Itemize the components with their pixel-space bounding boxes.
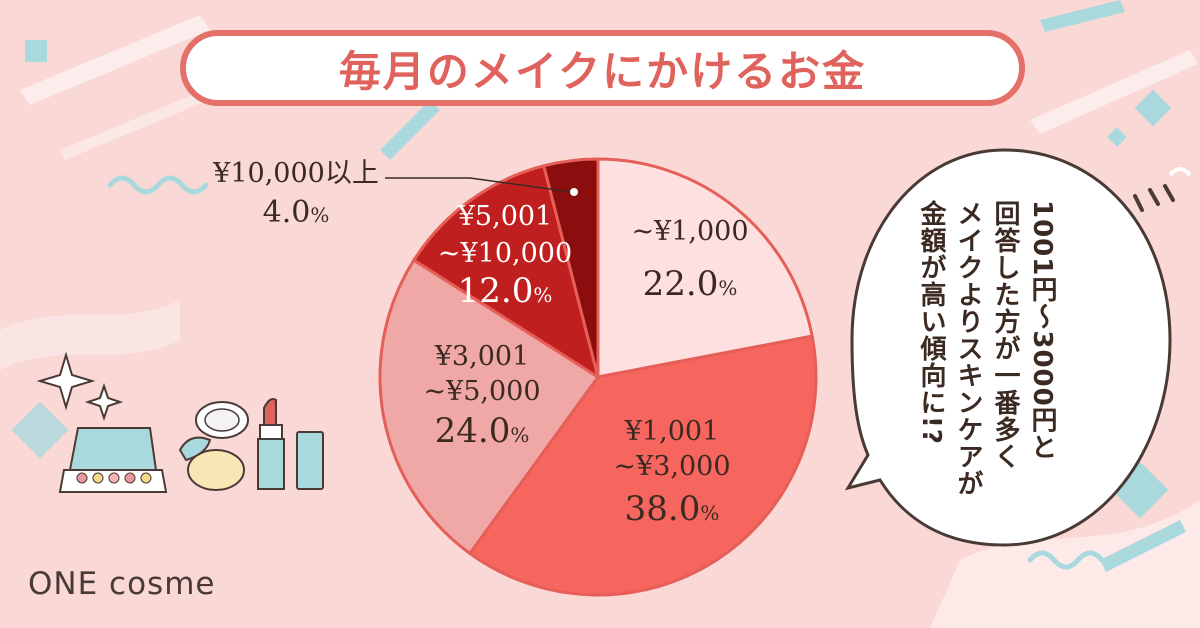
title-banner: 毎月のメイクにかけるお金: [180, 30, 1025, 106]
teal-diamond: [1134, 89, 1172, 127]
lipstick-icon: [257, 398, 285, 490]
teal-wave: [107, 175, 209, 195]
emphasis-marks: [1133, 184, 1175, 212]
pie-slice: [467, 334, 818, 597]
leader-line: [385, 177, 578, 196]
bubble-line: 金額が高い傾向に!?: [916, 200, 946, 445]
white-swoosh: [0, 300, 180, 370]
teal-stripe: [380, 100, 440, 160]
pie-labels: ~¥1,000 22.0% ¥1,001 ~¥3,000 38.0% ¥3,001 ~¥5,…: [212, 158, 748, 529]
speech-bubble: [844, 148, 1175, 547]
slice-value-label: 24.0%: [435, 411, 530, 451]
leader-line-segment: [469, 177, 573, 193]
slice-value-label: 38.0%: [625, 489, 720, 529]
teal-square: [25, 40, 47, 62]
teal-stripe: [1100, 520, 1186, 572]
slice-label: ¥1,001: [624, 416, 719, 447]
bubble-line: 回答した方が一番多く: [990, 200, 1020, 470]
teal-stripe: [1040, 0, 1125, 32]
teal-diamond: [1107, 127, 1127, 147]
bubble-line: メイクよりスキンケアが: [953, 200, 983, 497]
slice-value-label: 12.0%: [458, 271, 553, 311]
slice-label: ~¥5,000: [423, 376, 540, 407]
teal-diamond: [11, 401, 69, 459]
bubble-outline: [844, 148, 1172, 547]
teal-wave: [1027, 550, 1105, 570]
white-stripe: [1030, 50, 1198, 134]
compact-powder-icon: [178, 401, 249, 491]
slice-value-label: 4.0%: [263, 195, 330, 230]
pie-slice: [378, 258, 601, 556]
sparkle-icon: [36, 351, 96, 411]
slice-label: ¥5,001: [457, 201, 552, 232]
pie-chart: [378, 157, 818, 597]
pie-slice: [411, 164, 601, 381]
white-wave: [1168, 167, 1192, 177]
slice-label: ~¥3,000: [613, 451, 730, 482]
lipstick-cap-icon: [296, 431, 324, 490]
slice-label: ~¥1,000: [631, 216, 748, 247]
chart-title: 毎月のメイクにかけるお金: [338, 46, 867, 96]
slice-label: ¥10,000以上: [212, 158, 379, 189]
slice-label: ¥3,001: [434, 341, 529, 372]
white-swoosh: [930, 500, 1200, 628]
white-stripe: [20, 15, 210, 105]
pie-slice: [596, 157, 814, 379]
slice-label: ~¥10,000: [438, 238, 572, 269]
sparkle-icon: [84, 382, 124, 422]
speech-bubble-text: 1001円～3000円と 回答した方が一番多く メイクよりスキンケアが 金額が高…: [912, 200, 1060, 530]
leader-dot: [570, 188, 578, 196]
pie-slice: [541, 157, 600, 378]
brand-logo: ONE cosme: [28, 566, 216, 602]
makeup-illustration: [36, 351, 324, 493]
slice-value-label: 22.0%: [643, 264, 738, 304]
bubble-line: 1001円～3000円と: [1027, 200, 1057, 461]
eyeshadow-palette-icon: [58, 427, 168, 493]
